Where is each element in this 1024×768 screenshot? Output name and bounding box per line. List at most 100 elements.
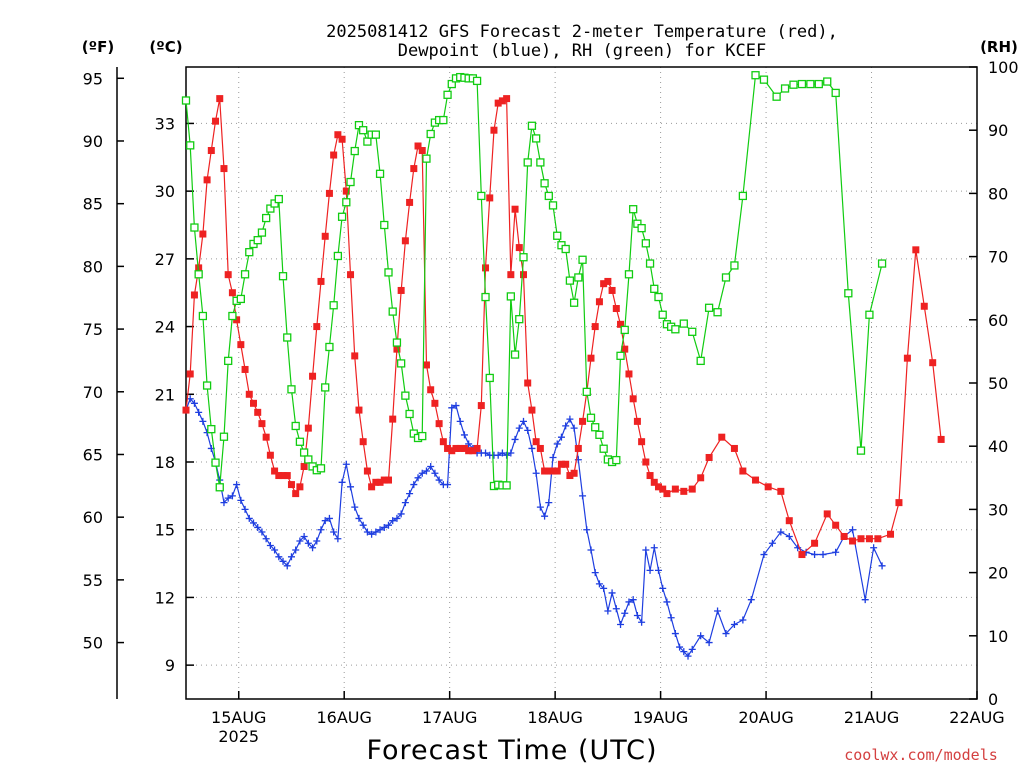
dewpoint-point — [241, 505, 249, 513]
temperature-point — [857, 535, 865, 543]
dewpoint-point — [321, 517, 329, 525]
rh-point — [477, 191, 486, 201]
temperature-point — [182, 406, 190, 414]
temperature-point — [545, 467, 553, 475]
rh-point — [439, 115, 448, 125]
dewpoint-point — [747, 596, 755, 604]
temperature-point — [811, 539, 819, 547]
temperature-point — [224, 271, 232, 279]
dewpoint-point — [870, 544, 878, 552]
rh-point — [620, 325, 629, 335]
dewpoint-point — [237, 496, 245, 504]
temperature-point — [313, 323, 321, 331]
rh-point — [599, 444, 608, 453]
temperature-point — [718, 433, 726, 441]
temperature-point — [549, 467, 557, 475]
rh-tick-label: 10 — [988, 627, 1008, 646]
dewpoint-point — [595, 580, 603, 588]
temperature-point — [212, 117, 220, 125]
temperature-point — [650, 478, 658, 486]
temperature-point — [384, 476, 392, 484]
dewpoint-point — [667, 614, 675, 622]
series-open-square-group — [181, 71, 887, 492]
rh-point — [616, 351, 625, 360]
dewpoint-point — [676, 643, 684, 651]
celsius-unit-label: (ºC) — [149, 38, 182, 56]
temperature-point — [587, 354, 595, 362]
temperature-point — [498, 97, 506, 105]
rh-point — [658, 310, 667, 319]
temperature-point — [798, 551, 806, 559]
temperature-point — [574, 444, 582, 452]
rh-point — [772, 92, 781, 101]
rh-point — [397, 359, 406, 368]
temperature-point — [292, 490, 300, 498]
dewpoint-point — [621, 609, 629, 617]
rh-point — [472, 76, 482, 86]
rh-point — [574, 273, 583, 282]
rh-point — [253, 236, 262, 245]
dewpoint-point — [330, 528, 338, 536]
rh-point — [519, 253, 528, 262]
rh-point — [321, 383, 330, 392]
dewpoint-point — [494, 451, 502, 459]
dewpoint-point — [359, 521, 367, 529]
dewpoint-point — [435, 476, 443, 484]
temperature-point — [380, 476, 388, 484]
dewpoint-point — [625, 598, 633, 606]
rh-point — [548, 201, 558, 210]
dewpoint-point — [249, 519, 257, 527]
chart-title-line-1: 2025081412 GFS Forecast 2-meter Temperat… — [326, 22, 838, 42]
temperature-point — [680, 487, 688, 495]
rh-point — [877, 259, 887, 268]
dewpoint-point — [545, 499, 553, 507]
x-tick-label: 22AUG — [949, 708, 1004, 727]
rh-point — [346, 177, 355, 187]
temperature-point — [233, 316, 241, 324]
temperature-point — [435, 420, 443, 428]
dewpoint-point — [684, 652, 692, 660]
credit-link[interactable]: coolwx.com/models — [844, 746, 998, 764]
celsius-tick-label: 9 — [165, 656, 175, 675]
temperature-point — [393, 345, 401, 353]
dewpoint-point — [410, 481, 418, 489]
rh-point — [780, 84, 790, 93]
celsius-tick-label: 18 — [155, 453, 175, 472]
temperature-point — [654, 483, 662, 491]
dewpoint-point — [604, 607, 612, 615]
dewpoint-point — [878, 562, 886, 570]
rh-point — [270, 199, 279, 208]
temperature-point — [515, 244, 523, 252]
temperature-point — [406, 198, 414, 206]
temperature-point — [557, 460, 565, 468]
dewpoint-point — [688, 645, 696, 653]
temperature-point — [363, 467, 371, 475]
rh-point — [418, 431, 427, 441]
rh-point — [316, 464, 326, 473]
temperature-point — [422, 361, 430, 369]
temperature-point — [625, 370, 633, 378]
dewpoint-point — [515, 424, 523, 432]
celsius-tick-label: 24 — [155, 318, 175, 337]
dewpoint-point — [347, 483, 355, 491]
rh-point — [797, 79, 807, 89]
dewpoint-point — [380, 523, 388, 531]
rh-point — [591, 423, 600, 432]
rh-point — [426, 129, 435, 139]
dewpoint-point — [549, 453, 557, 461]
plot-frame — [185, 66, 978, 700]
rh-point — [194, 270, 203, 279]
rh-point — [262, 213, 271, 223]
temperature-point — [764, 483, 772, 491]
dewpoint-point — [671, 630, 679, 638]
dewpoint-point — [351, 503, 359, 511]
x-tick-label: 16AUG — [316, 708, 371, 727]
temperature-point — [473, 444, 481, 452]
fahrenheit-tick-label: 65 — [83, 445, 103, 464]
dewpoint-point — [849, 526, 857, 534]
dewpoint-point — [401, 499, 409, 507]
dewpoint-point — [739, 616, 747, 624]
temperature-point — [642, 458, 650, 466]
rh-point — [823, 77, 832, 86]
dewpoint-point — [587, 546, 595, 554]
